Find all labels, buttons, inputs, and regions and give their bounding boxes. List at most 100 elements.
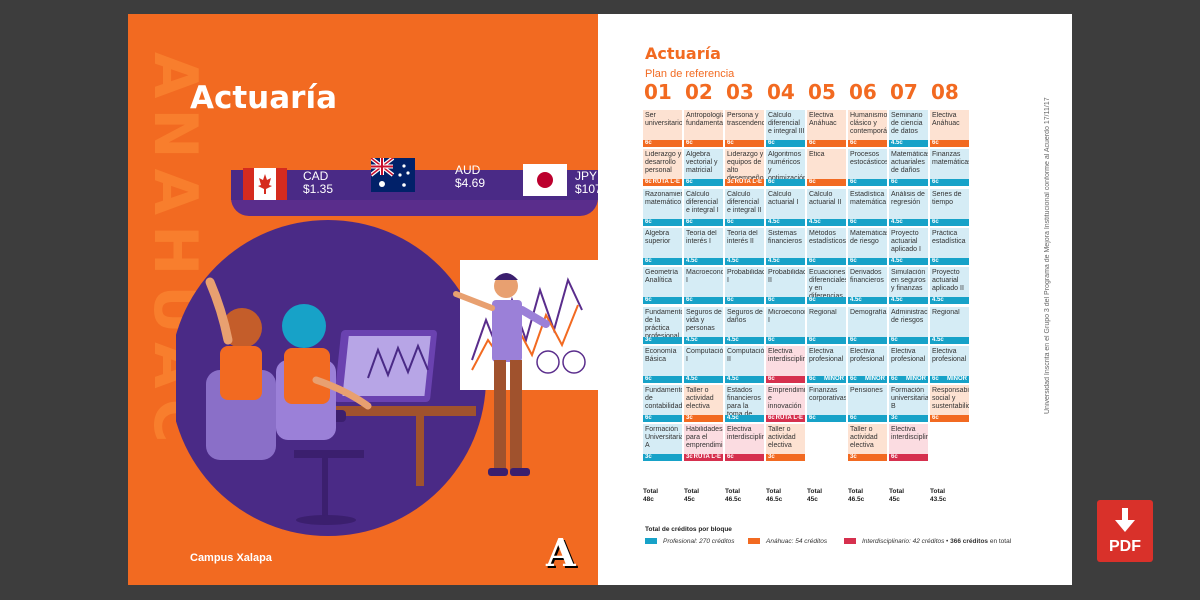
course-credits: 4.5c <box>686 257 698 264</box>
course-name: Series de tiempo <box>932 190 962 206</box>
legend-swatch <box>645 538 657 545</box>
course-cell: Seguros de vida y personas 4.5c <box>684 306 723 344</box>
semester-total: Total 46.5c <box>848 488 888 504</box>
course-name: Seguros de vida y personas <box>686 308 722 332</box>
course-credits: 6c <box>891 179 898 186</box>
course-credits-bar: 6c <box>684 179 723 187</box>
course-credits-bar: 4.5c <box>889 257 928 265</box>
course-cell: Simulación en seguros y finanzas 4.5c <box>889 267 928 305</box>
legend-label: Interdisciplinario: 42 créditos <box>862 538 945 545</box>
total-label: Total <box>848 488 864 495</box>
course-credits: 6c <box>645 257 652 264</box>
course-name: Computación I <box>686 347 723 363</box>
course-cell: Microeconomía I 6c <box>766 306 805 344</box>
course-route-tag: MINOR <box>865 375 885 382</box>
course-cell: Proyecto actuarial aplicado I 4.5c <box>889 227 928 265</box>
course-credits-bar: 6c <box>848 218 887 226</box>
course-name: Microeconomía I <box>768 308 805 324</box>
course-cell: Probabilidad II 6c <box>766 267 805 305</box>
course-cell: Probabilidad I 6c <box>725 267 764 305</box>
total-label: Total <box>930 488 946 495</box>
total-value: 45c <box>684 496 695 503</box>
legend-anahuac: Anáhuac: 54 créditos <box>748 538 827 546</box>
currency-code: AUD <box>455 163 481 177</box>
course-name: Taller o actividad electiva <box>686 387 714 411</box>
semester-number: 01 <box>644 80 672 104</box>
course-credits-bar: 4.5c <box>889 218 928 226</box>
ticker-base <box>231 198 598 216</box>
semester-number: 07 <box>890 80 918 104</box>
course-name: Ecuaciones diferenciales y en diferencia… <box>809 269 846 298</box>
pdf-download-button[interactable]: PDF <box>1097 500 1153 562</box>
currency-code: CAD <box>303 169 329 183</box>
course-name: Electiva profesional <box>850 347 885 363</box>
total-value: 46.5c <box>848 496 865 503</box>
canada-flag-icon <box>243 168 287 200</box>
course-credits: 6c <box>809 257 816 264</box>
course-name: Cálculo diferencial e integral II <box>727 190 762 214</box>
course-cell: Regional 6c <box>807 306 846 344</box>
course-credits: 4.5c <box>932 297 944 304</box>
pdf-label: PDF <box>1109 538 1141 555</box>
course-cell: Computación II 4.5c <box>725 345 764 383</box>
course-name: Finanzas matemáticas <box>932 151 969 167</box>
course-name: Cálculo diferencial e integral I <box>686 190 719 214</box>
course-name: Computación II <box>727 347 764 363</box>
course-cell: Métodos estadísticos 6c <box>807 227 846 265</box>
course-cell: Electiva interdisciplinaria 6c <box>725 424 764 462</box>
course-credits: 4.5c <box>891 257 903 264</box>
course-credits-bar: 6c MINOR <box>930 375 969 383</box>
course-cell: Pensiones 6c <box>848 385 887 423</box>
course-credits-bar: 6c <box>643 257 682 265</box>
course-cell: Electiva profesional 6c MINOR <box>807 345 846 383</box>
course-credits: 3c <box>686 415 693 422</box>
course-credits-bar: 4.5c <box>684 375 723 383</box>
course-credits-bar: 6c <box>889 454 928 462</box>
office-illustration <box>176 220 598 536</box>
course-credits-bar: 4.5c <box>889 140 928 147</box>
course-credits-bar: 3c <box>643 454 682 462</box>
course-credits: 4.5c <box>932 336 944 343</box>
course-credits: 6c <box>768 415 775 422</box>
course-cell: Cálculo diferencial e integral II 6c <box>725 188 764 226</box>
total-label: Total <box>889 488 905 495</box>
course-credits: 3c <box>891 415 898 422</box>
course-name: Demografía <box>850 308 887 316</box>
course-name: Teoría del interés II <box>727 229 758 245</box>
course-credits-bar: 6c <box>848 336 887 344</box>
legend-label: Profesional: 270 créditos <box>663 538 735 545</box>
course-credits: 6c <box>809 415 816 422</box>
course-name: Matemáticas actuariales de daños <box>891 151 928 175</box>
course-credits: 3c <box>645 454 652 461</box>
course-name: Probabilidad I <box>727 269 764 285</box>
currency-value: $107 <box>575 182 598 196</box>
course-credits-bar: 3c <box>766 454 805 462</box>
course-credits: 6c <box>850 415 857 422</box>
course-cell: Electiva profesional 6c MINOR <box>930 345 969 383</box>
course-credits: 6c <box>932 375 939 382</box>
course-credits-bar: 6c <box>643 218 682 226</box>
course-credits: 4.5c <box>686 336 698 343</box>
course-route-tag: RUTA L-E <box>652 179 680 186</box>
course-credits-bar: 6c <box>684 297 723 305</box>
course-cell: Práctica estadística 6c <box>930 227 969 265</box>
course-credits: 6c <box>727 454 734 461</box>
course-cell: Formación Universitaria A 3c <box>643 424 682 462</box>
course-credits: 6c <box>768 336 775 343</box>
course-credits: 3c <box>768 454 775 461</box>
semester-number: 03 <box>726 80 754 104</box>
course-name: Matemáticas de riesgo <box>850 229 887 245</box>
course-name: Álgebra superior <box>645 229 671 245</box>
course-name: Electiva interdisciplinaria <box>727 426 764 442</box>
course-cell: Liderazgo y equipos de alto desempeño 3c R… <box>725 149 764 187</box>
course-cell: Computación I 4.5c <box>684 345 723 383</box>
course-credits: 6c <box>850 257 857 264</box>
currency-ticker: CAD $1.35 AUD $4.69 JPY $107 <box>231 156 598 206</box>
course-cell: Matemáticas de riesgo 6c <box>848 227 887 265</box>
course-cell: Ética 6c <box>807 149 846 187</box>
course-credits: 6c <box>768 179 775 186</box>
semester-total: Total 45c <box>807 488 847 504</box>
course-name: Antropología fundamental <box>686 112 723 127</box>
course-name: Electiva Anáhuac <box>809 112 837 127</box>
